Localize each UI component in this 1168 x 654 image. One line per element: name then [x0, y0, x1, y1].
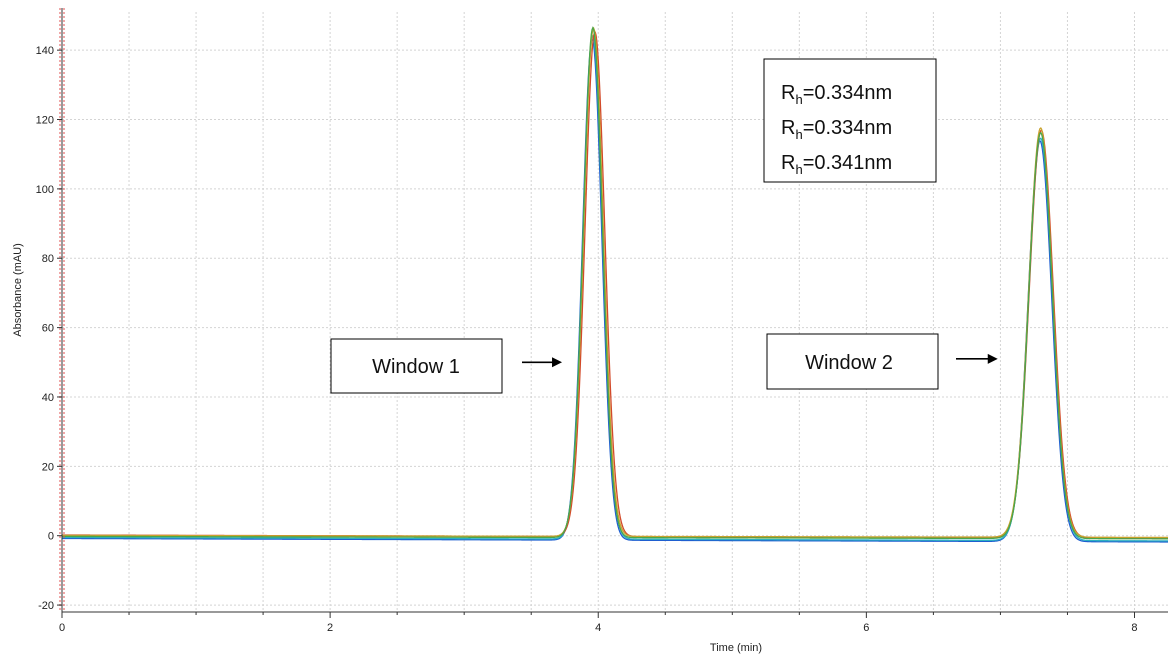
rh-annotation: Rh=0.334nm Rh=0.334nm Rh=0.341nm — [763, 58, 937, 183]
y-tick-label: 60 — [42, 323, 54, 335]
rh-line-3-value: =0.341nm — [803, 152, 893, 174]
window-1-annotation: Window 1 — [330, 338, 563, 394]
x-axis-label: Time (min) — [710, 642, 762, 654]
rh-line-3: Rh=0.341nm — [781, 152, 892, 177]
x-tick-label: 4 — [595, 622, 601, 634]
y-tick-label: -20 — [38, 600, 54, 612]
x-tick-label: 0 — [59, 622, 65, 634]
rh-line-2-subscript: h — [795, 127, 802, 142]
window-2-arrow-head — [987, 353, 998, 364]
x-tick-label: 6 — [863, 622, 869, 634]
rh-line-3-symbol: R — [781, 152, 795, 174]
y-tick-label: 100 — [36, 184, 54, 196]
series-line-4 — [62, 26, 1168, 539]
window-2-annotation: Window 2 — [766, 333, 998, 390]
y-axis-label: Absorbance (mAU) — [12, 243, 24, 337]
rh-line-1-symbol: R — [781, 82, 795, 104]
window-1-label: Window 1 — [372, 356, 460, 378]
rh-line-1: Rh=0.334nm — [781, 82, 892, 107]
y-tick-label: 140 — [36, 45, 54, 57]
window-2-label: Window 2 — [805, 352, 893, 374]
x-axis-ticks: 0 2 4 6 8 — [59, 612, 1138, 634]
y-tick-label: 0 — [48, 531, 54, 543]
rh-line-2: Rh=0.334nm — [781, 117, 892, 142]
series-line-3 — [62, 31, 1168, 539]
axes — [59, 8, 1168, 613]
y-tick-label: 80 — [42, 253, 54, 265]
rh-line-1-subscript: h — [795, 92, 802, 107]
rh-box — [763, 58, 937, 183]
window-1-box — [330, 338, 503, 394]
rh-line-1-value: =0.334nm — [803, 82, 893, 104]
y-axis-ticks: -20 0 20 40 60 80 100 120 140 — [36, 45, 62, 612]
series-line-1 — [61, 37, 1168, 543]
rh-line-3-subscript: h — [795, 162, 802, 177]
series-group — [61, 26, 1168, 543]
rh-line-2-value: =0.334nm — [803, 117, 893, 139]
grid-lines — [62, 12, 1168, 612]
window-2-box — [766, 333, 939, 390]
x-tick-label: 2 — [327, 622, 333, 634]
series-line-5 — [62, 26, 1168, 540]
y-tick-label: 120 — [36, 115, 54, 127]
y-tick-label: 40 — [42, 392, 54, 404]
x-tick-label: 8 — [1131, 622, 1137, 634]
y-tick-label: 20 — [42, 461, 54, 473]
rh-line-2-symbol: R — [781, 117, 795, 139]
window-1-arrow-head — [552, 357, 563, 368]
